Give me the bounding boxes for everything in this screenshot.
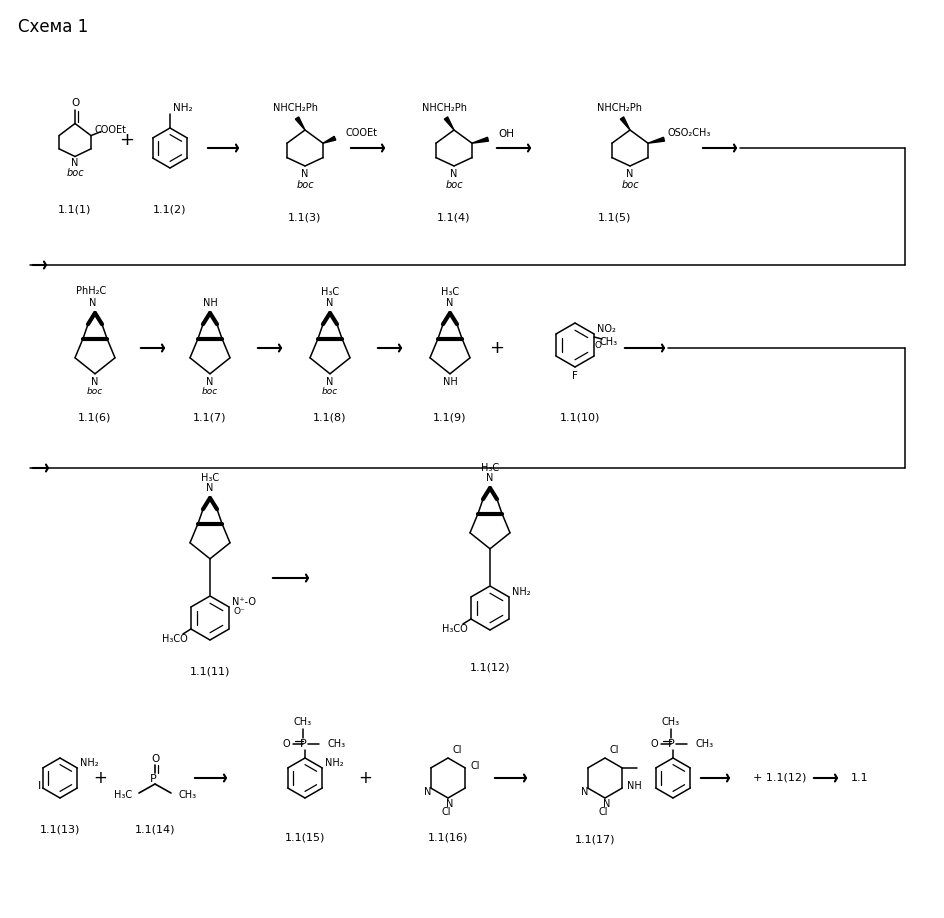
Text: OSO₂CH₃: OSO₂CH₃	[668, 129, 712, 139]
Text: NO₂: NO₂	[597, 324, 615, 334]
Text: + 1.1(12): + 1.1(12)	[753, 773, 806, 783]
Text: N: N	[450, 169, 458, 179]
Text: 1.1(5): 1.1(5)	[598, 213, 632, 223]
Text: 1.1(16): 1.1(16)	[428, 833, 468, 843]
Text: N: N	[447, 799, 454, 809]
Text: COOEt: COOEt	[94, 125, 126, 135]
Text: I: I	[38, 781, 42, 791]
Text: +: +	[93, 769, 107, 787]
Text: N: N	[424, 787, 431, 797]
Text: CH₃: CH₃	[178, 790, 196, 800]
Polygon shape	[472, 138, 488, 143]
Text: H₃C: H₃C	[201, 473, 219, 483]
Text: boc: boc	[87, 387, 103, 397]
Polygon shape	[620, 117, 630, 130]
Text: boc: boc	[202, 387, 218, 397]
Text: P: P	[299, 739, 307, 749]
Text: N: N	[626, 169, 633, 179]
Text: COOEt: COOEt	[345, 129, 377, 139]
Text: N: N	[207, 376, 213, 386]
Text: NH: NH	[628, 781, 642, 791]
Text: 1.1(11): 1.1(11)	[190, 667, 230, 677]
Text: H₃CO: H₃CO	[442, 624, 468, 634]
Text: NH₂: NH₂	[326, 758, 344, 768]
Text: +: +	[358, 769, 372, 787]
Text: Cl: Cl	[441, 807, 450, 817]
Text: PhH₂C: PhH₂C	[76, 286, 106, 296]
Text: F: F	[572, 371, 578, 381]
Text: CH₃: CH₃	[662, 717, 680, 727]
Text: 1.1(14): 1.1(14)	[135, 825, 176, 835]
Text: N: N	[447, 298, 454, 308]
Text: N: N	[486, 473, 494, 483]
Text: Cl: Cl	[452, 745, 462, 755]
Text: N: N	[207, 483, 213, 493]
Text: N: N	[90, 298, 96, 308]
Text: N⁺-O: N⁺-O	[232, 597, 256, 607]
Text: +: +	[120, 131, 134, 149]
Text: N: N	[603, 799, 611, 809]
Text: N: N	[581, 787, 588, 797]
Text: O: O	[282, 739, 290, 749]
Text: boc: boc	[446, 180, 463, 190]
Text: NH₂: NH₂	[173, 103, 193, 113]
Text: H₃C: H₃C	[114, 790, 132, 800]
Text: +: +	[490, 339, 504, 357]
Text: NHCH₂Ph: NHCH₂Ph	[598, 103, 643, 113]
Text: OH: OH	[498, 129, 514, 140]
Text: P: P	[667, 739, 674, 749]
Text: O: O	[650, 739, 658, 749]
Text: boc: boc	[322, 387, 338, 397]
Text: H₃C: H₃C	[480, 463, 499, 473]
Text: CH₃: CH₃	[599, 337, 617, 347]
Text: 1.1(7): 1.1(7)	[194, 413, 227, 423]
Polygon shape	[295, 117, 305, 130]
Text: boc: boc	[621, 180, 639, 190]
Text: NH₂: NH₂	[512, 587, 531, 597]
Text: NH: NH	[203, 298, 217, 308]
Text: H₃C: H₃C	[321, 287, 339, 297]
Text: NHCH₂Ph: NHCH₂Ph	[273, 103, 317, 113]
Text: 1.1(1): 1.1(1)	[59, 205, 92, 215]
Text: N: N	[301, 169, 309, 179]
Text: 1.1: 1.1	[851, 773, 868, 783]
Text: CH₃: CH₃	[327, 739, 346, 749]
Text: 1.1(13): 1.1(13)	[40, 825, 80, 835]
Text: N: N	[327, 376, 333, 386]
Text: Cl: Cl	[609, 745, 618, 755]
Text: N: N	[72, 159, 78, 169]
Text: O: O	[71, 98, 79, 108]
Text: H₃C: H₃C	[441, 287, 459, 297]
Text: 1.1(9): 1.1(9)	[433, 413, 466, 423]
Text: CH₃: CH₃	[695, 739, 713, 749]
Polygon shape	[445, 117, 454, 130]
Text: NHCH₂Ph: NHCH₂Ph	[422, 103, 466, 113]
Text: boc: boc	[296, 180, 313, 190]
Text: 1.1(2): 1.1(2)	[153, 205, 187, 215]
Text: 1.1(10): 1.1(10)	[560, 413, 600, 423]
Text: NH: NH	[443, 376, 458, 386]
Text: 1.1(15): 1.1(15)	[285, 833, 325, 843]
Text: N: N	[92, 376, 99, 386]
Text: 1.1(3): 1.1(3)	[288, 213, 322, 223]
Text: Схема 1: Схема 1	[18, 18, 88, 36]
Text: 1.1(17): 1.1(17)	[575, 835, 615, 845]
Text: 1.1(8): 1.1(8)	[313, 413, 346, 423]
Text: N: N	[327, 298, 333, 308]
Text: 1.1(4): 1.1(4)	[437, 213, 471, 223]
Polygon shape	[323, 137, 336, 143]
Text: O⁻: O⁻	[233, 608, 244, 617]
Text: H₃CO: H₃CO	[162, 634, 188, 644]
Text: boc: boc	[66, 169, 84, 178]
Text: O: O	[151, 754, 160, 764]
Text: P: P	[150, 774, 157, 784]
Text: Cl: Cl	[470, 761, 480, 771]
Text: Cl: Cl	[598, 807, 608, 817]
Text: 1.1(12): 1.1(12)	[470, 663, 511, 673]
Text: CH₃: CH₃	[294, 717, 312, 727]
Text: 1.1(6): 1.1(6)	[78, 413, 111, 423]
Text: O: O	[595, 341, 601, 350]
Text: NH₂: NH₂	[80, 758, 99, 768]
Polygon shape	[648, 138, 665, 143]
